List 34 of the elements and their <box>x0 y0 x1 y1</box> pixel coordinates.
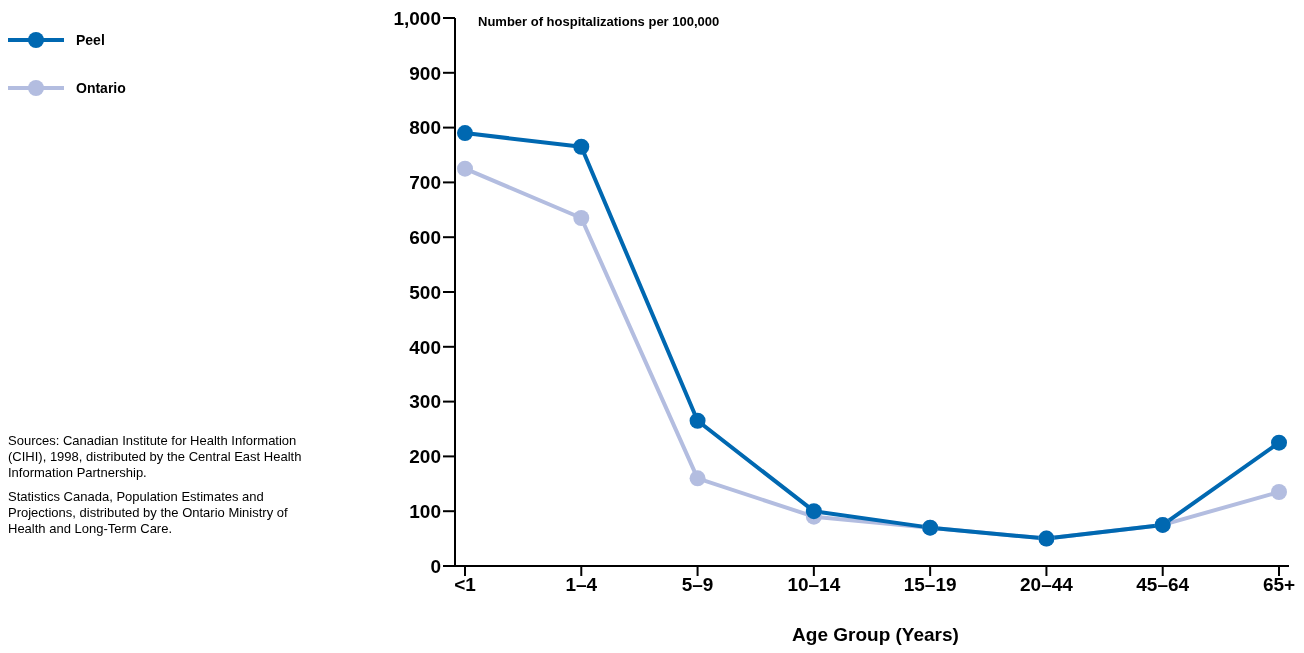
point <box>1271 434 1287 451</box>
y-tick-label: 200 <box>409 446 441 468</box>
legend-label: Peel <box>76 32 105 48</box>
y-tick-label: 0 <box>430 555 441 577</box>
x-tick-label: 20–44 <box>1020 574 1074 596</box>
y-tick-label: 100 <box>409 500 441 522</box>
source-note: Sources: Canadian Institute for Health Information (CIHI), 1998, distributed by the Central East Health Information Partnership. <box>8 433 303 481</box>
text: Statistics Canada, Population Estimates and Projections, distributed by the Ontario Ministry of Health and Long-Term Care. <box>8 489 289 537</box>
x-tick-label: 45–64 <box>1136 574 1190 596</box>
point <box>573 210 590 227</box>
y-tick-label: 500 <box>409 281 441 303</box>
x-tick-label: 10–14 <box>787 574 841 596</box>
y-tick-label: 900 <box>409 62 441 84</box>
point <box>805 503 822 520</box>
y-axis-title: Number of hospitalizations per 100,000 <box>478 14 720 29</box>
point <box>457 125 473 142</box>
y-tick-label: 1,000 <box>393 7 441 29</box>
y-tick-label: 600 <box>409 226 441 248</box>
point <box>573 138 590 155</box>
point <box>689 412 706 429</box>
x-tick-label: 15–19 <box>903 574 957 596</box>
y-tick-label: 400 <box>409 336 441 358</box>
y-tick-label: 700 <box>409 172 441 194</box>
point <box>457 160 473 177</box>
legend-label: Ontario <box>76 80 126 96</box>
x-tick-label: 5–9 <box>681 574 714 596</box>
point <box>1271 484 1287 501</box>
x-axis-title: Age Group (Years) <box>791 624 960 646</box>
point <box>689 470 706 487</box>
y-tick-label: 800 <box>409 117 441 139</box>
y-tick-label: 300 <box>409 391 441 413</box>
x-tick-label: 1–4 <box>565 574 598 596</box>
x-tick-label: 65+ <box>1262 574 1296 596</box>
x-tick-label: <1 <box>454 574 477 596</box>
